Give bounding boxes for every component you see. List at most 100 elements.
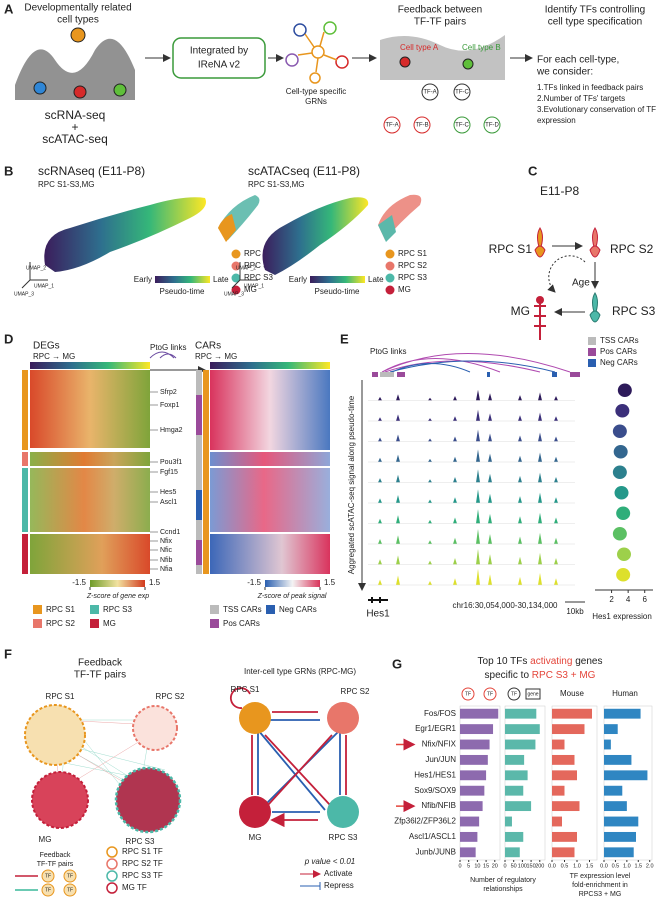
- bar: [505, 708, 537, 719]
- legend-label: RPC S2: [244, 261, 273, 270]
- legend-label: MG: [244, 285, 257, 294]
- text: E11-P8: [540, 184, 579, 198]
- tick-label: 1.5: [586, 863, 594, 869]
- gene-label: Foxp1: [160, 402, 180, 409]
- node-label: MG: [249, 833, 262, 842]
- violin: [612, 465, 627, 480]
- legend-label: RPC S3: [398, 273, 427, 282]
- text: Inter-cell type GRNs (RPC-MG): [244, 667, 356, 676]
- bar: [552, 801, 580, 812]
- chart-title: Top 10 TFs activating genes: [478, 656, 603, 667]
- bar: [552, 770, 577, 781]
- legend-label: RPC S2: [46, 619, 75, 628]
- bar: [604, 724, 618, 735]
- text: Cell-type specific: [286, 87, 346, 96]
- category-label: Hes1/HES1: [414, 770, 456, 779]
- title-part: genes: [572, 656, 602, 667]
- box: [172, 37, 266, 79]
- panel-frame: [603, 705, 653, 861]
- legend-label: TSS CARs: [223, 605, 262, 614]
- text: Human: [612, 689, 638, 698]
- colorbar: [265, 580, 320, 587]
- text: UMAP_3: [14, 291, 34, 297]
- legend-label: RPC S2: [398, 261, 427, 270]
- legend-label: RPC S2 TF: [122, 859, 163, 868]
- panel-frame: [551, 705, 598, 861]
- legend-label: RPC S1: [244, 249, 273, 258]
- text: RPC S2: [610, 242, 654, 256]
- violin: [615, 403, 630, 418]
- bar: [505, 785, 524, 796]
- text: Developmentally related: [24, 3, 131, 14]
- text: Feedback between: [398, 5, 483, 16]
- violin: [616, 506, 631, 521]
- axis-label: relationships: [483, 886, 523, 893]
- panel-d: D DEGs RPC → MG PtoG links Sfrp2 Foxp1 Hmg…: [4, 331, 336, 628]
- text: 3.Evolutionary conservation of TF: [537, 105, 656, 114]
- coverage-track: [368, 469, 575, 483]
- coverage-track: [368, 568, 575, 585]
- text: cell types: [57, 15, 99, 26]
- coverage-track: [368, 548, 575, 565]
- gene-label: Sfrp2: [160, 389, 177, 396]
- icon-label: TF: [511, 691, 517, 697]
- text: RPC S3: [612, 304, 656, 318]
- title-part: RPC S3 + MG: [532, 670, 596, 681]
- category-label: Ascl1/ASCL1: [409, 832, 457, 841]
- bar: [552, 724, 585, 735]
- panel-frame: [459, 705, 501, 861]
- text: chr16:30,054,000-30,134,000: [453, 601, 559, 610]
- tick-label: 200: [535, 863, 544, 869]
- category-label: Junb/JUNB: [416, 847, 456, 856]
- tick-label: 5: [467, 863, 470, 869]
- text: CARs: [195, 341, 221, 352]
- tick-label: 0.0: [600, 863, 608, 869]
- text: Late: [368, 275, 384, 284]
- text: Pseudo-time: [160, 287, 205, 296]
- bar: [604, 785, 623, 796]
- bar: [604, 847, 634, 858]
- text: Cell type B: [462, 43, 501, 52]
- text: Early: [134, 275, 152, 284]
- text: UMAP_2: [236, 265, 256, 271]
- panel-label: F: [4, 646, 12, 661]
- bar: [552, 785, 565, 796]
- tick-label: 1.5: [149, 578, 161, 587]
- bar: [505, 816, 512, 827]
- text: TF-C: [455, 123, 469, 129]
- text: Identify TFs controlling: [545, 5, 645, 16]
- tick-label: 15: [483, 863, 489, 869]
- bar: [505, 770, 528, 781]
- tick-label: 0.5: [561, 863, 569, 869]
- grn-icon: [285, 21, 349, 84]
- panel-b: B scRNAseq (E11-P8) RPC S1-S3,MG RPC S1 …: [4, 163, 427, 297]
- text: Feedback: [78, 658, 123, 669]
- gene-label: Nfib: [160, 557, 173, 564]
- text: TF-B: [415, 123, 428, 129]
- bar: [505, 754, 525, 765]
- category-label: Egr1/EGR1: [415, 724, 456, 733]
- text: scATACseq (E11-P8): [248, 164, 360, 178]
- gene-label: Hmga2: [160, 427, 183, 434]
- axis-label: Aggregated scATAC-seq signal along pseud…: [347, 395, 356, 574]
- legend-label: RPC S1 TF: [122, 847, 163, 856]
- text: TF: [67, 873, 73, 879]
- node-label: RPC S3: [126, 837, 155, 846]
- tick-label: 50: [511, 863, 517, 869]
- bar: [505, 801, 532, 812]
- tick-label: 0.0: [548, 863, 556, 869]
- text: 1.TFs linked in feedback pairs: [537, 83, 643, 92]
- violin: [613, 444, 628, 459]
- umap: [44, 197, 207, 272]
- bar: [460, 724, 494, 735]
- text: IReNA v2: [198, 60, 241, 71]
- title-part: specific to: [485, 670, 532, 681]
- text: TF-A: [423, 90, 436, 96]
- legend-label: Neg CARs: [279, 605, 317, 614]
- category-label: Fos/FOS: [424, 709, 456, 718]
- tick-label: 150: [526, 863, 535, 869]
- coverage-track: [368, 429, 575, 442]
- bar: [460, 770, 487, 781]
- tick-label: 1.5: [324, 578, 336, 587]
